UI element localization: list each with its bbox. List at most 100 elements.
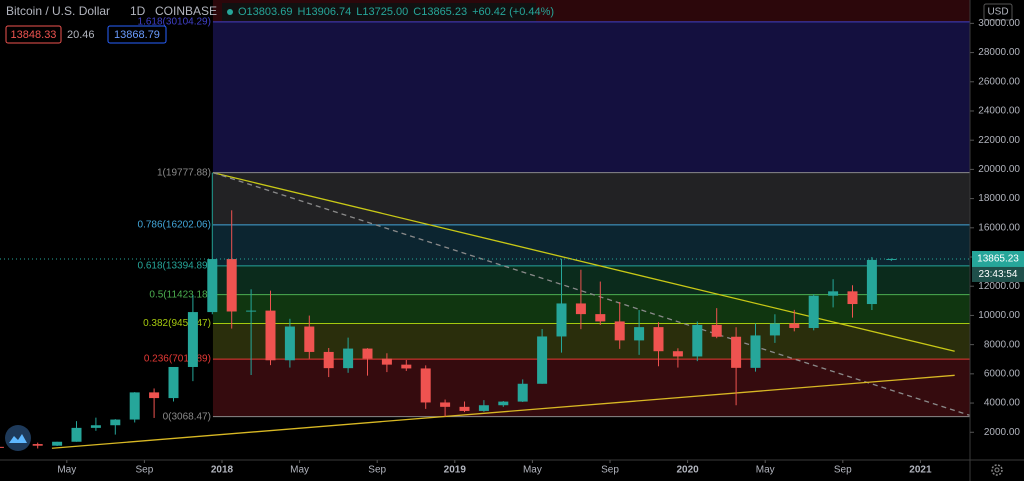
last-price: 13865.23 bbox=[977, 254, 1019, 265]
x-tick-label: Sep bbox=[136, 465, 154, 476]
candle-body bbox=[420, 368, 431, 403]
y-tick-label: 24000.00 bbox=[978, 106, 1020, 117]
candle-body bbox=[52, 441, 63, 446]
candle-body bbox=[731, 336, 742, 368]
price-axis-bg bbox=[970, 0, 1024, 481]
quote-value: H13906.74 bbox=[297, 6, 351, 18]
candle-body bbox=[187, 312, 198, 367]
x-tick-label: 2020 bbox=[676, 465, 699, 476]
candle-body bbox=[711, 324, 722, 337]
candle-body bbox=[595, 314, 606, 322]
x-tick-label: 2018 bbox=[211, 465, 234, 476]
x-tick-label: May bbox=[57, 465, 76, 476]
x-tick-label: Sep bbox=[834, 465, 852, 476]
candle-body bbox=[808, 295, 819, 328]
y-tick-label: 22000.00 bbox=[978, 135, 1020, 146]
candle-body bbox=[672, 351, 683, 357]
logo[interactable] bbox=[5, 425, 31, 451]
fib-band bbox=[212, 359, 971, 417]
candle-body bbox=[129, 392, 140, 420]
fib-label: 1.618(30104.29) bbox=[138, 16, 211, 27]
bid-box[interactable] bbox=[5, 25, 62, 44]
x-tick-label: 2019 bbox=[444, 465, 467, 476]
fib-band bbox=[212, 224, 971, 266]
interval[interactable]: 1D bbox=[130, 4, 146, 18]
candle-body bbox=[304, 326, 315, 352]
trendline bbox=[51, 374, 955, 449]
candle-body bbox=[440, 402, 451, 407]
y-tick-label: 18000.00 bbox=[978, 193, 1020, 204]
fib-band bbox=[212, 294, 971, 324]
y-tick-label: 16000.00 bbox=[978, 222, 1020, 233]
fib-label: 0.236(7011.89) bbox=[144, 354, 211, 365]
y-axis-label: USD bbox=[987, 7, 1008, 18]
candle-body bbox=[71, 427, 82, 442]
trendline bbox=[212, 172, 955, 352]
candle-body bbox=[265, 310, 276, 361]
x-tick-label: May bbox=[523, 465, 542, 476]
bid: 13848.33 bbox=[11, 29, 57, 41]
fib-label: 0(3068.47) bbox=[163, 411, 211, 422]
candle-body bbox=[207, 259, 218, 313]
candle-body bbox=[362, 348, 373, 359]
candle-body bbox=[866, 259, 877, 305]
y-tick-label: 30000.00 bbox=[978, 18, 1020, 29]
y-tick-label: 6000.00 bbox=[984, 368, 1021, 379]
candle-body bbox=[614, 321, 625, 341]
countdown: 23:43:54 bbox=[979, 269, 1018, 280]
candle-body bbox=[401, 364, 412, 369]
quote-bg bbox=[222, 3, 536, 21]
exchange: COINBASE bbox=[155, 4, 217, 18]
y-tick-label: 26000.00 bbox=[978, 76, 1020, 87]
symbol-title: Bitcoin / U.S. Dollar bbox=[6, 4, 110, 18]
candle-body bbox=[750, 335, 761, 368]
candle-body bbox=[284, 326, 295, 361]
x-tick-label: Sep bbox=[601, 465, 619, 476]
candle-body bbox=[653, 327, 664, 352]
y-tick-label: 28000.00 bbox=[978, 47, 1020, 58]
plot-area: 1.618(30104.29) 1(19777.88) 0.786(16202.06… bbox=[0, 0, 971, 449]
candle-body bbox=[90, 425, 101, 428]
ask-box[interactable] bbox=[107, 25, 167, 44]
candle-body bbox=[556, 303, 567, 337]
fib-label: 0.5(11423.18) bbox=[149, 289, 211, 300]
currency-box[interactable] bbox=[983, 3, 1013, 21]
candle-body bbox=[692, 324, 703, 357]
trendline bbox=[212, 172, 970, 416]
overlay: Bitcoin / U.S. Dollar 1D COINBASE O13803… bbox=[5, 3, 1024, 476]
y-tick-label: 4000.00 bbox=[984, 398, 1021, 409]
candle-body bbox=[381, 358, 392, 365]
y-tick-label: 12000.00 bbox=[978, 281, 1020, 292]
quote-value: O13803.69 bbox=[238, 6, 292, 18]
quote: O13803.69 H13906.74 L13725.00 C13865.23 +60.… bbox=[238, 6, 554, 18]
candle-body bbox=[517, 383, 528, 402]
candle-body bbox=[789, 323, 800, 328]
status-dot bbox=[227, 9, 233, 15]
fib-label: 1(19777.88) bbox=[157, 167, 211, 178]
x-tick-label: May bbox=[756, 465, 775, 476]
countdown-tag bbox=[972, 266, 1024, 282]
y-tick-label: 8000.00 bbox=[984, 339, 1021, 350]
y-tick-label: 2000.00 bbox=[984, 427, 1021, 438]
x-tick-label: May bbox=[290, 465, 309, 476]
candle-body bbox=[575, 303, 586, 315]
candle-body bbox=[886, 258, 897, 260]
settings-icon[interactable] bbox=[991, 464, 1003, 476]
y-tick-label: 20000.00 bbox=[978, 164, 1020, 175]
quote-value: C13865.23 bbox=[413, 6, 467, 18]
fib-band bbox=[212, 265, 971, 295]
candle-body bbox=[459, 406, 470, 411]
candle-body bbox=[769, 323, 780, 336]
ask: 13868.79 bbox=[114, 29, 160, 41]
last-price-tag bbox=[972, 250, 1024, 267]
candle-body bbox=[537, 336, 548, 384]
fib-label: 0.618(13394.89) bbox=[138, 260, 211, 271]
candle-body bbox=[498, 401, 509, 406]
candle-body bbox=[847, 291, 858, 305]
candle-body bbox=[323, 351, 334, 369]
candle-body bbox=[343, 348, 354, 369]
candle-body bbox=[246, 310, 257, 312]
fib-band bbox=[212, 323, 971, 360]
